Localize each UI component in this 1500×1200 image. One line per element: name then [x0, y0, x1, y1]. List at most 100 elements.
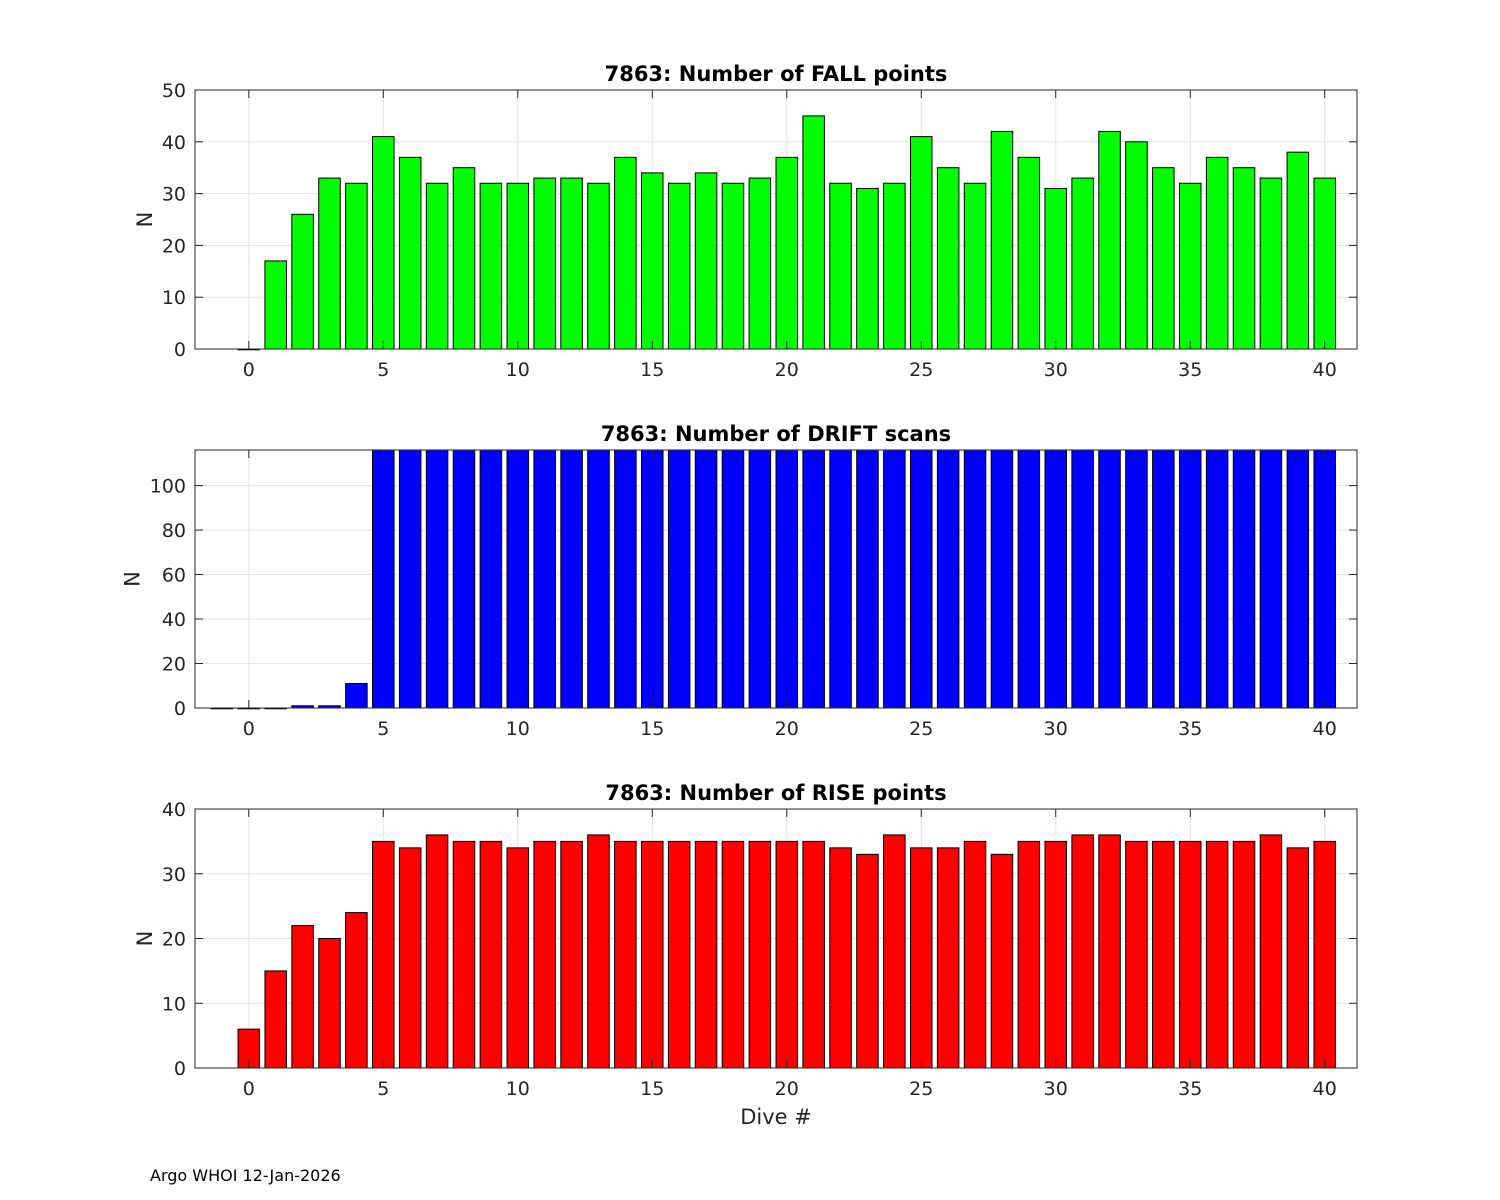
bar-dive-13	[587, 182, 610, 350]
bar-dive-16	[667, 449, 691, 709]
bar-dive-18	[721, 449, 745, 709]
bar-dive-40	[1313, 840, 1336, 1069]
bar-dive-34	[1152, 840, 1175, 1069]
bar-dive-22	[829, 182, 852, 350]
bar-dive-8	[452, 840, 476, 1069]
x-tick-label: 15	[640, 1078, 664, 1100]
bar-dive-20	[775, 449, 799, 709]
bar-dive-40	[1313, 449, 1336, 709]
bar-dive-3	[318, 177, 341, 350]
x-tick-label: 20	[775, 1078, 799, 1100]
bar-dive-7	[425, 182, 449, 350]
bar-dive-24	[883, 834, 906, 1069]
x-tick-label: 35	[1178, 359, 1202, 381]
bar-dive-27	[963, 840, 987, 1069]
bar-dive-6	[398, 847, 422, 1069]
x-tick-label: 40	[1313, 1078, 1337, 1100]
bar-dive-24	[883, 449, 906, 709]
x-tick-label: 5	[377, 359, 389, 381]
bar-dive-37	[1232, 449, 1256, 709]
bar-dive-24	[883, 182, 906, 350]
bar-dive-14	[614, 840, 637, 1069]
bar-dive-14	[614, 449, 637, 709]
chart-panel-3: 0 5 10 15 20 25 30 35 40 0 10 20 30 40 7863: Number of…	[133, 781, 1358, 1129]
bar-dive-36	[1205, 449, 1229, 709]
bar-dive-20	[775, 840, 799, 1069]
bar-dive-32	[1098, 834, 1121, 1069]
bar-dive-32	[1098, 449, 1121, 709]
bar-dive-29	[1017, 156, 1041, 350]
bar-dive-1	[264, 260, 287, 350]
bar-dive-34	[1152, 167, 1175, 350]
bar-dive-31	[1071, 449, 1094, 709]
x-tick-label: 30	[1044, 1078, 1068, 1100]
bar-dive-4	[345, 683, 368, 709]
bar-dive-5	[372, 840, 395, 1069]
bar-dive-27	[963, 449, 987, 709]
x-tick-label: 25	[909, 718, 933, 740]
y-tick-label: 20	[162, 654, 186, 676]
bar-dive-8	[452, 167, 476, 350]
bar-dive-31	[1071, 834, 1094, 1069]
y-axis-label: N	[121, 571, 145, 587]
x-tick-label: 30	[1044, 718, 1068, 740]
y-tick-label: 60	[162, 565, 186, 587]
x-tick-label: 30	[1044, 359, 1068, 381]
bar-dive-10	[506, 847, 530, 1069]
x-tick-label: 25	[909, 1078, 933, 1100]
bar-dive-26	[936, 847, 960, 1069]
bar-dive-28	[990, 449, 1014, 709]
x-tick-label: 0	[243, 359, 255, 381]
bar-dive-18	[721, 840, 745, 1069]
bar-dive-26	[936, 449, 960, 709]
bar-dive-11	[533, 449, 556, 709]
bar-dive-35	[1178, 840, 1202, 1069]
x-tick-label: 5	[377, 1078, 389, 1100]
bar-dive-39	[1286, 847, 1310, 1069]
x-tick-label: 10	[506, 359, 530, 381]
bar-dive-33	[1125, 449, 1148, 709]
x-tick-label: 25	[909, 359, 933, 381]
bar-dive-1	[264, 970, 287, 1069]
bar-dive-11	[533, 840, 556, 1069]
bar-dive-19	[748, 840, 772, 1069]
bar-dive-12	[560, 449, 583, 709]
bar-dive-16	[667, 840, 691, 1069]
bar-dive-16	[667, 182, 691, 350]
bar-dive-21	[802, 115, 825, 350]
bar-dive-6	[398, 156, 422, 350]
y-tick-label: 10	[162, 287, 186, 309]
bar-dive-34	[1152, 449, 1175, 709]
bar-dive-30	[1044, 187, 1067, 350]
bar-dive-13	[587, 834, 610, 1069]
chart-panel-2: 0 5 10 15 20 25 30 35 40 0 20 40 60 80 100 7863: Number…	[121, 422, 1358, 740]
chart-title: 7863: Number of RISE points	[605, 781, 946, 805]
x-tick-label: 40	[1313, 359, 1337, 381]
bar-dive-13	[587, 449, 610, 709]
bar-dive-14	[614, 156, 637, 350]
bar-dive-22	[829, 847, 852, 1069]
bar-dive-23	[856, 187, 879, 350]
bar-dive-17	[694, 172, 718, 350]
bar-dive-40	[1313, 177, 1336, 350]
y-tick-label: 30	[162, 184, 186, 206]
bar-dive-9	[479, 182, 503, 350]
bar-dive-30	[1044, 449, 1067, 709]
x-tick-label: 20	[775, 718, 799, 740]
x-tick-label: 10	[506, 718, 530, 740]
bar-dive-12	[560, 840, 583, 1069]
x-tick-label: 0	[243, 1078, 255, 1100]
bar-dive-27	[963, 182, 987, 350]
bar-dive-38	[1259, 177, 1283, 350]
x-axis-label: Dive #	[740, 1105, 812, 1129]
bar-dive-17	[694, 840, 718, 1069]
bar-dive-29	[1017, 449, 1041, 709]
y-axis-label: N	[133, 931, 157, 947]
bar-dive-7	[425, 449, 449, 709]
bar-dive-5	[372, 136, 395, 350]
bar-dive-10	[506, 182, 530, 350]
y-tick-label: 20	[162, 929, 186, 951]
bar-dive-17	[694, 449, 718, 709]
bar-dive-5	[372, 449, 395, 709]
